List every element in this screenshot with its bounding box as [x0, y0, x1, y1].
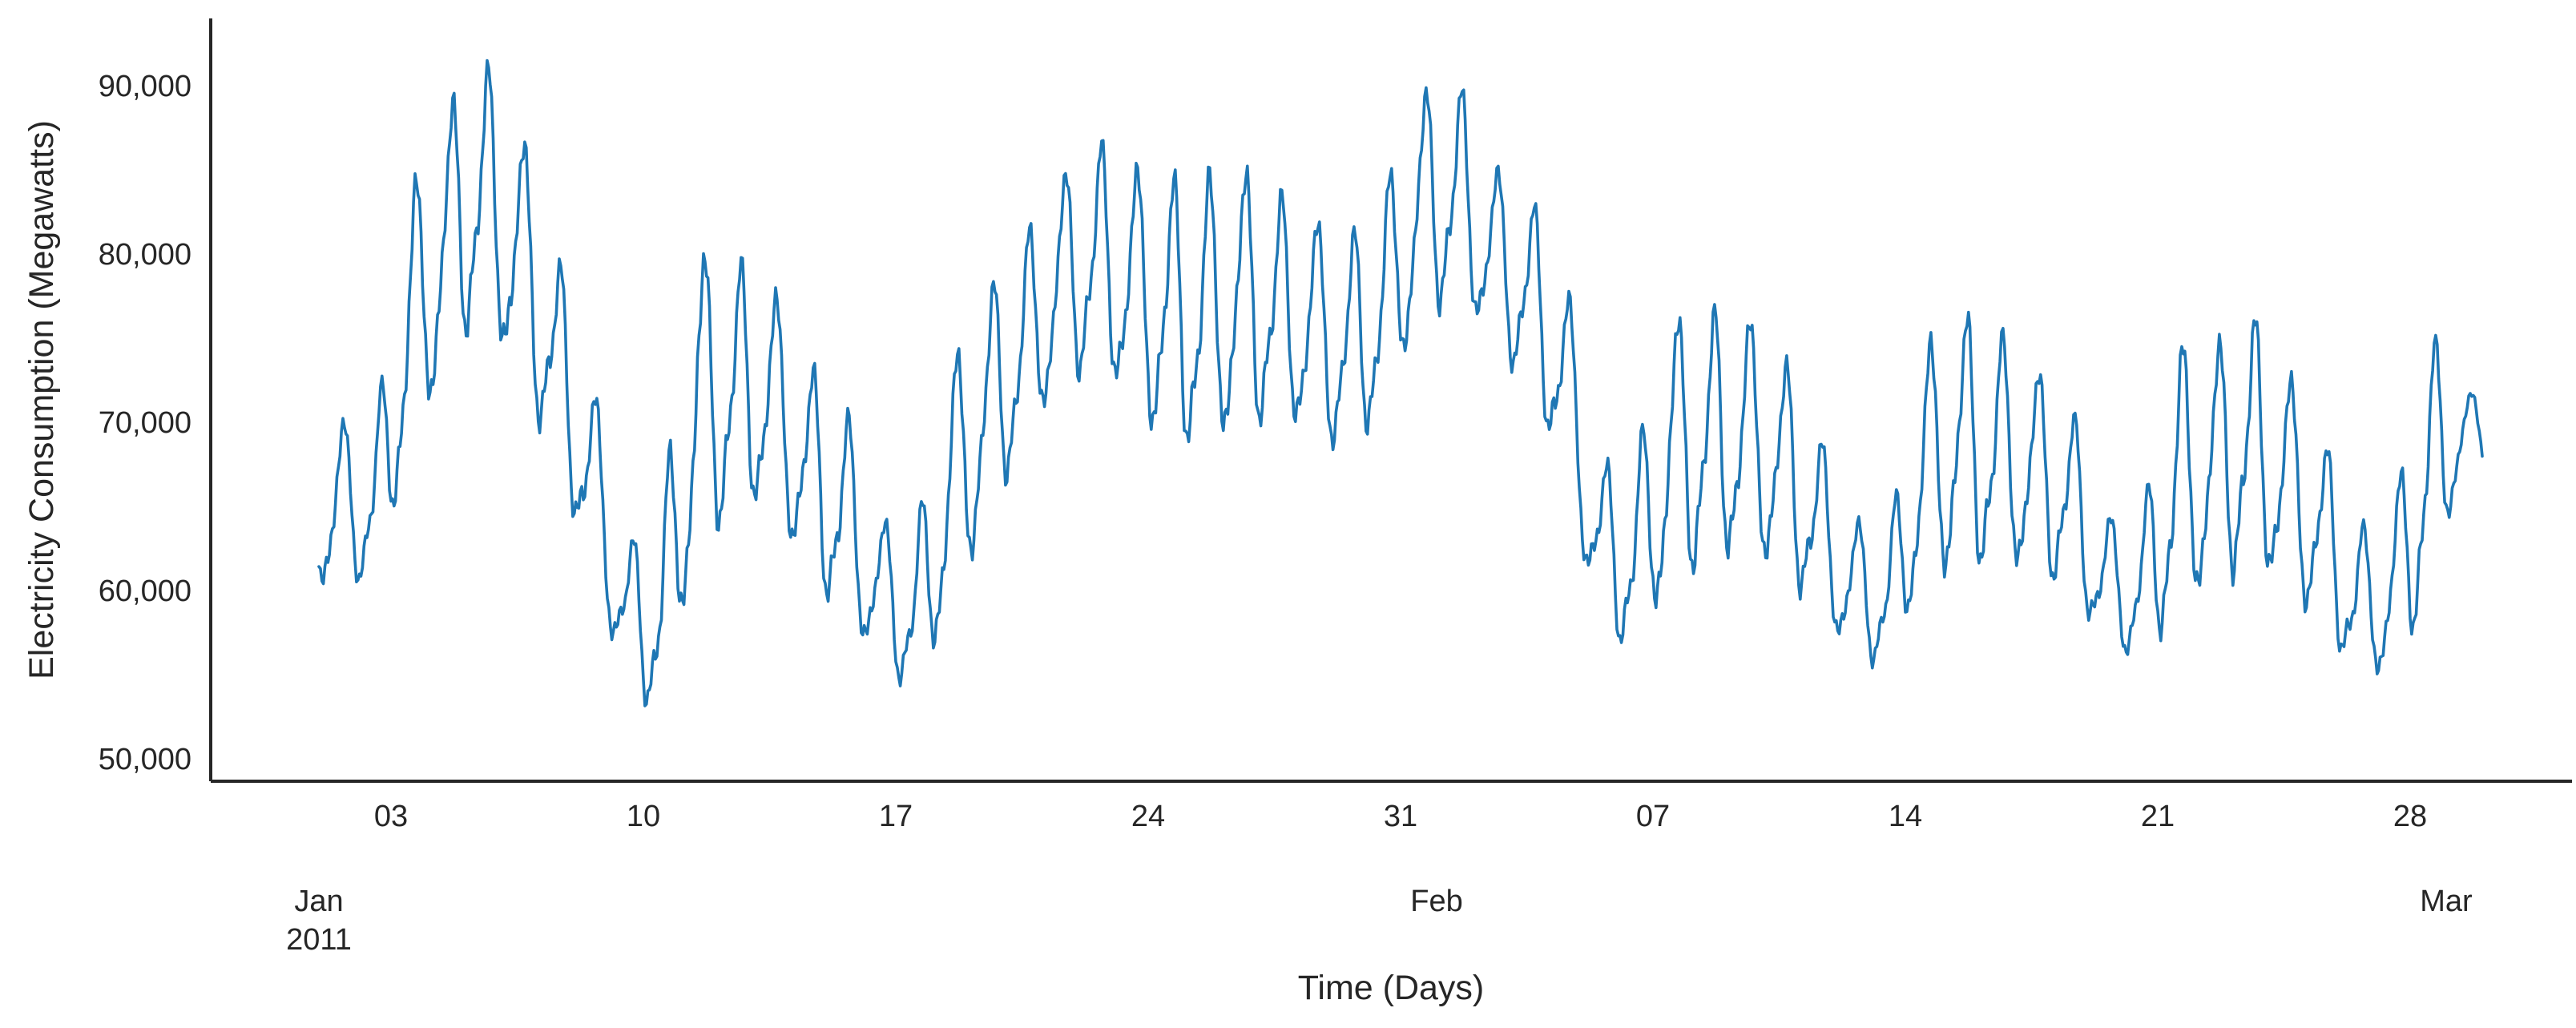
y-tick-label: 90,000 — [99, 70, 191, 103]
x-tick-label: 28 — [2393, 800, 2427, 833]
x-tick-label: 24 — [1131, 800, 1165, 833]
x-tick-label: 21 — [2141, 800, 2175, 833]
y-tick-label: 50,000 — [99, 743, 191, 776]
y-tick-label: 80,000 — [99, 238, 191, 272]
x-tick-label: 31 — [1384, 800, 1417, 833]
y-tick-label: 60,000 — [99, 574, 191, 608]
x-tick-label: 10 — [627, 800, 660, 833]
x-tick-labels: 03 10 17 24 31 07 14 21 28 — [374, 800, 2427, 833]
x-axis-title: Time (Days) — [1298, 969, 1485, 1007]
plot-area — [317, 58, 2484, 708]
x-tick-label: 03 — [374, 800, 408, 833]
y-tick-labels: 50,000 60,000 70,000 80,000 90,000 — [99, 70, 191, 776]
x-tick-label: 14 — [1889, 800, 1922, 833]
x-month-labels: Jan 2011 Feb Mar — [286, 885, 2473, 957]
x-month-label: Mar — [2420, 885, 2473, 918]
x-tick-label: 17 — [879, 800, 913, 833]
x-month-label: Jan — [294, 885, 343, 918]
y-axis-title: Electricity Consumption (Megawatts) — [22, 120, 61, 679]
x-month-label: 2011 — [286, 923, 352, 957]
x-tick-label: 07 — [1636, 800, 1670, 833]
x-month-label: Feb — [1410, 885, 1462, 918]
y-tick-label: 70,000 — [99, 406, 191, 440]
series-line — [317, 58, 2484, 708]
